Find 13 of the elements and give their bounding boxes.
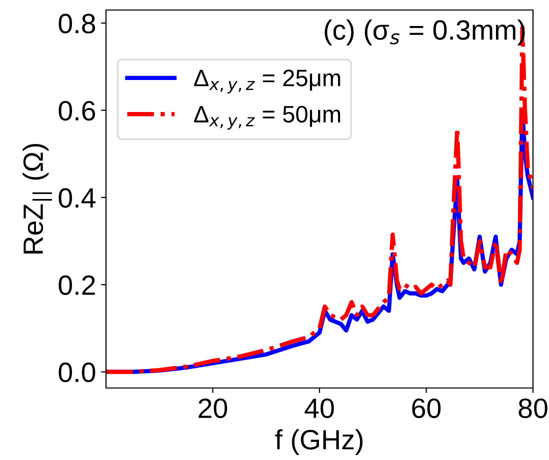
legend-label: Δ$_{x,y,z}$ = 50μm: [194, 106, 340, 130]
y-tick-label: 0.6: [58, 100, 96, 121]
x-tick-label: 40: [304, 398, 334, 418]
x-tick-label: 20: [198, 398, 228, 418]
x-tick-label: 80: [518, 398, 548, 418]
y-tick-label: 0.2: [58, 275, 95, 296]
x-tick-label: 60: [412, 398, 441, 418]
y-tick-label: 0.8: [58, 14, 96, 34]
y-tick-label: 0.4: [58, 188, 96, 208]
legend-label: Δ$_{x,y,z}$ = 25μm: [194, 70, 340, 94]
y-axis-title: ReZ$_{||}$ (Ω): [22, 144, 52, 254]
x-axis-title: f (GHz): [275, 429, 363, 456]
y-tick-label: 0.0: [58, 362, 96, 382]
